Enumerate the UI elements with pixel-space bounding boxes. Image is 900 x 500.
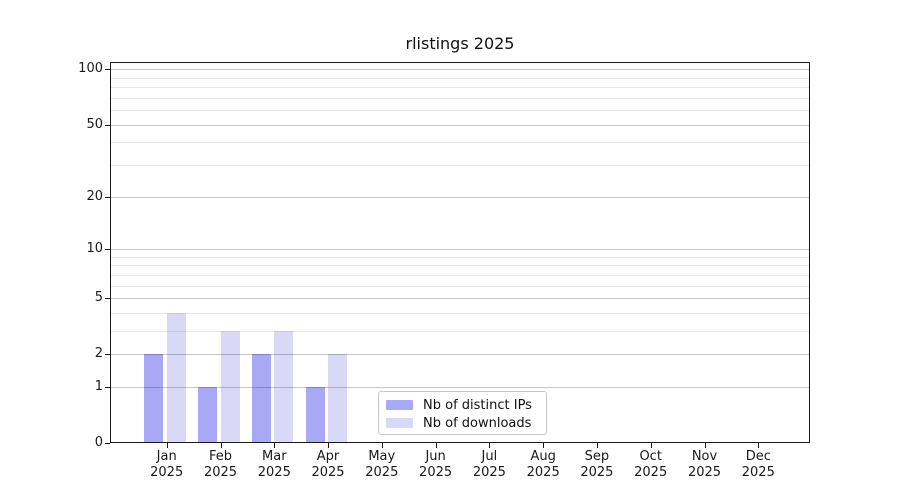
x-axis-tick [489, 443, 491, 448]
bar-nb-of-distinct-ips [144, 354, 164, 442]
bar-nb-of-downloads [166, 312, 186, 442]
y-axis-tick [105, 69, 110, 71]
x-axis-tick-label: Aug 2025 [513, 449, 573, 481]
x-axis-tick-year: 2025 [257, 465, 291, 480]
legend-label: Nb of distinct IPs [423, 397, 532, 413]
x-axis-tick-label: Jan 2025 [137, 449, 197, 481]
x-axis-tick-year: 2025 [365, 465, 399, 480]
x-axis-tick-year: 2025 [472, 465, 506, 480]
x-axis-tick [435, 443, 437, 448]
x-axis-tick-label: Mar 2025 [244, 449, 304, 481]
x-axis-tick-label: Jul 2025 [459, 449, 519, 481]
legend-label: Nb of downloads [423, 415, 532, 431]
x-axis-tick [758, 443, 760, 448]
x-axis-tick-year: 2025 [419, 465, 453, 480]
x-axis-tick-year: 2025 [311, 465, 345, 480]
legend-swatch [386, 418, 413, 428]
bar-nb-of-distinct-ips [198, 386, 218, 442]
x-axis-tick-label: Jun 2025 [406, 449, 466, 481]
x-axis-tick [166, 443, 168, 448]
x-axis-tick [704, 443, 706, 448]
bar-nb-of-distinct-ips [305, 386, 325, 442]
x-axis-tick [220, 443, 222, 448]
chart-title: rlistings 2025 [405, 34, 515, 53]
x-axis-tick [596, 443, 598, 448]
legend: Nb of distinct IPs Nb of downloads [378, 391, 547, 435]
y-axis-tick [105, 443, 110, 444]
x-axis-tick-year: 2025 [634, 465, 668, 480]
bar-nb-of-distinct-ips [251, 354, 271, 442]
x-axis-tick-label: Apr 2025 [298, 449, 358, 481]
x-axis-tick-label: Oct 2025 [621, 449, 681, 481]
x-axis-tick-year: 2025 [203, 465, 238, 480]
y-axis-tick [105, 196, 110, 198]
x-axis-tick [274, 443, 276, 448]
y-axis-tick-label: 10 [86, 240, 103, 256]
x-axis-tick [381, 443, 383, 448]
y-axis-tick [105, 124, 110, 126]
legend-item: Nb of distinct IPs [386, 396, 538, 414]
legend-swatch [386, 400, 413, 410]
y-axis-tick-label: 50 [86, 116, 103, 132]
bar-nb-of-downloads [220, 330, 240, 442]
y-axis-tick [105, 386, 110, 388]
x-axis-tick-year: 2025 [741, 465, 775, 480]
y-axis-tick-label: 2 [94, 346, 103, 362]
x-axis-tick-label: May 2025 [352, 449, 412, 481]
y-axis-tick-label: 1 [94, 378, 103, 394]
x-axis-tick [328, 443, 329, 448]
y-axis-tick-label: 0 [94, 435, 103, 450]
x-axis-tick-label: Nov 2025 [675, 449, 735, 481]
x-axis-tick-label: Sep 2025 [567, 449, 627, 481]
x-axis-tick-year: 2025 [687, 465, 722, 480]
y-axis-tick-label: 5 [94, 290, 103, 305]
x-axis-tick [650, 443, 652, 448]
x-axis-tick [543, 443, 545, 448]
y-axis-tick [105, 248, 110, 250]
plot-area [110, 62, 810, 443]
bar-nb-of-downloads [274, 330, 294, 442]
legend-item: Nb of downloads [386, 414, 538, 432]
y-axis-tick-label: 20 [86, 188, 103, 204]
y-axis-tick [105, 354, 110, 356]
x-axis-tick-label: Feb 2025 [191, 449, 251, 481]
y-axis-tick [105, 298, 110, 299]
x-axis-tick-year: 2025 [580, 465, 614, 480]
x-axis-tick-year: 2025 [526, 465, 560, 480]
x-axis-tick-year: 2025 [150, 465, 184, 480]
bar-nb-of-downloads [328, 354, 347, 442]
x-axis-tick-label: Dec 2025 [728, 449, 788, 481]
y-axis-tick-label: 100 [78, 61, 103, 77]
